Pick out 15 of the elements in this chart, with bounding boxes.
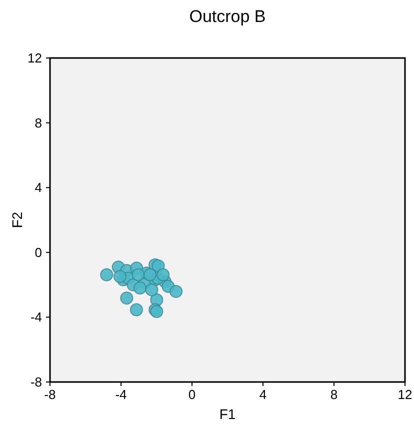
x-tick-label: -4 [115,387,127,402]
y-tick-label: 4 [34,180,42,196]
x-tick-label: 8 [330,387,338,402]
x-tick-label: 12 [398,387,412,402]
x-tick-label: 4 [259,387,267,402]
y-tick-label: 0 [34,244,42,260]
x-axis-title: F1 [219,406,236,422]
x-tick-label: -8 [44,387,56,402]
y-tick-label: 8 [34,115,42,130]
y-tick-label: -4 [30,310,42,325]
y-tick-label: -8 [30,374,42,390]
y-axis-title: F2 [9,212,25,228]
x-tick-label: 0 [188,387,196,402]
y-tick-label: 12 [28,50,42,66]
chart-title: Outcrop B [189,7,266,26]
